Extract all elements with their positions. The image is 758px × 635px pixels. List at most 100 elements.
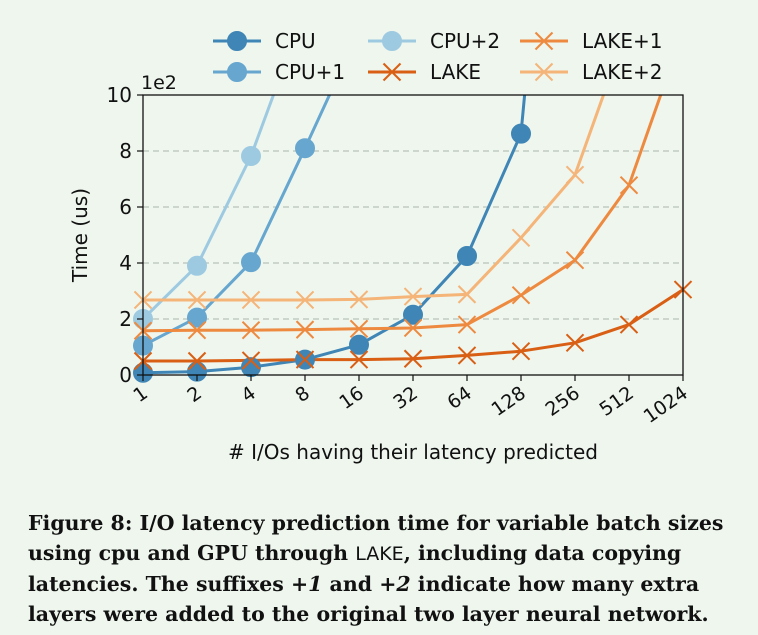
legend-marker bbox=[534, 31, 554, 51]
x-tick-label: 2 bbox=[183, 382, 206, 407]
x-marker-stroke bbox=[241, 351, 261, 370]
data-point-lake bbox=[241, 351, 261, 370]
legend: CPU CPU+1 CPU+2 LAKE LAKE+1 LAKE+2 bbox=[213, 29, 663, 84]
x-marker-stroke bbox=[534, 31, 554, 51]
x-marker-stroke bbox=[187, 320, 207, 340]
data-point-lakeplus1 bbox=[619, 175, 639, 195]
y-tick-label: 0 bbox=[119, 363, 132, 387]
data-point-lake bbox=[565, 333, 585, 353]
caption-lake: LAKE bbox=[355, 543, 404, 565]
x-marker-stroke bbox=[619, 315, 639, 334]
legend-item-cpuplus1: CPU+1 bbox=[213, 60, 345, 84]
x-axis-label: # I/Os having their latency predicted bbox=[228, 440, 598, 464]
data-point-cpuplus1 bbox=[241, 252, 261, 273]
figure-caption: Figure 8: I/O latency prediction time fo… bbox=[28, 508, 740, 629]
caption-text-2: , including data copying latencies. The … bbox=[28, 541, 682, 596]
data-point-lake bbox=[295, 350, 315, 369]
caption-text-and: and bbox=[322, 572, 380, 596]
data-point-lakeplus2 bbox=[403, 287, 423, 306]
x-marker-stroke bbox=[619, 175, 639, 195]
legend-label: CPU+2 bbox=[430, 29, 500, 53]
legend-label: CPU bbox=[275, 29, 316, 53]
y-tick-label: 2 bbox=[119, 307, 132, 331]
legend-marker bbox=[534, 62, 554, 82]
data-point-lake bbox=[457, 346, 477, 365]
series-line-cpuplus2 bbox=[143, 95, 276, 321]
y-tick-label: 6 bbox=[119, 195, 132, 219]
x-marker-stroke bbox=[565, 250, 585, 270]
y-axis-ticks: 0 2 4 6 8 10 bbox=[107, 83, 143, 387]
legend-item-lakeplus2: LAKE+2 bbox=[520, 60, 663, 84]
x-marker-stroke bbox=[511, 341, 531, 361]
y-tick-label: 8 bbox=[119, 139, 132, 163]
x-marker-stroke bbox=[403, 318, 423, 338]
x-marker-stroke bbox=[511, 285, 531, 305]
x-marker-stroke bbox=[187, 351, 207, 371]
data-point-lake bbox=[349, 350, 369, 369]
data-point-lakeplus2 bbox=[511, 228, 531, 248]
data-point-lakeplus2 bbox=[457, 285, 477, 304]
legend-label: LAKE+1 bbox=[582, 29, 663, 53]
data-point-lakeplus1 bbox=[457, 315, 477, 334]
legend-item-cpuplus2: CPU+2 bbox=[368, 29, 500, 53]
x-axis-ticks: 1 2 4 8 16 32 64 128 256 512 1024 bbox=[129, 375, 692, 428]
data-point-lakeplus2 bbox=[241, 290, 261, 310]
data-point-lakeplus1 bbox=[565, 250, 585, 270]
x-marker-stroke bbox=[565, 165, 585, 185]
series-markers bbox=[133, 123, 693, 383]
x-marker-stroke bbox=[457, 346, 477, 365]
data-point-lakeplus2 bbox=[187, 290, 207, 310]
legend-label: CPU+1 bbox=[275, 60, 345, 84]
x-marker-stroke bbox=[241, 320, 261, 340]
y-tick-label: 10 bbox=[107, 83, 132, 107]
x-tick-label: 4 bbox=[237, 382, 260, 407]
x-marker-stroke bbox=[349, 319, 369, 339]
data-point-lakeplus2 bbox=[349, 290, 369, 309]
x-marker-stroke bbox=[187, 290, 207, 310]
data-point-lakeplus2 bbox=[295, 290, 315, 310]
legend-marker bbox=[382, 62, 402, 82]
data-point-cpuplus2 bbox=[241, 146, 261, 167]
x-marker-stroke bbox=[457, 315, 477, 334]
data-point-cpuplus1 bbox=[187, 307, 207, 328]
legend-label: LAKE+2 bbox=[582, 60, 663, 84]
data-point-lakeplus1 bbox=[187, 320, 207, 340]
x-marker-stroke bbox=[295, 320, 315, 339]
legend-item-lakeplus1: LAKE+1 bbox=[520, 29, 663, 53]
y-multiplier-label: 1e2 bbox=[141, 72, 177, 94]
x-tick-label: 128 bbox=[488, 382, 530, 421]
x-tick-label: 1024 bbox=[640, 382, 692, 428]
data-point-lakeplus2 bbox=[565, 165, 585, 185]
data-point-lakeplus1 bbox=[403, 318, 423, 338]
x-marker-stroke bbox=[565, 333, 585, 353]
x-marker-stroke bbox=[295, 290, 315, 310]
caption-plus2: +2 bbox=[379, 572, 411, 596]
legend-label: LAKE bbox=[430, 60, 481, 84]
x-marker-stroke bbox=[403, 349, 423, 368]
data-point-lake bbox=[619, 315, 639, 334]
legend-marker bbox=[227, 31, 247, 51]
caption-text-3: indicate how many extra layers were adde… bbox=[28, 572, 709, 626]
data-point-lakeplus1 bbox=[511, 285, 531, 305]
data-point-lakeplus1 bbox=[295, 320, 315, 339]
x-marker-stroke bbox=[511, 228, 531, 248]
data-point-lakeplus1 bbox=[241, 320, 261, 340]
data-point-lake bbox=[511, 341, 531, 361]
x-tick-label: 8 bbox=[291, 382, 314, 407]
data-point-lake bbox=[187, 351, 207, 371]
caption-text-1: Figure 8: I/O latency prediction time fo… bbox=[28, 511, 724, 565]
x-tick-label: 512 bbox=[596, 382, 638, 421]
data-point-cpu bbox=[349, 334, 369, 355]
data-point-lakeplus1 bbox=[349, 319, 369, 339]
x-marker-stroke bbox=[349, 290, 369, 309]
legend-marker bbox=[382, 31, 402, 51]
x-marker-stroke bbox=[457, 285, 477, 304]
data-point-cpu bbox=[511, 123, 531, 144]
legend-item-lake: LAKE bbox=[368, 60, 481, 84]
x-marker-stroke bbox=[295, 350, 315, 369]
x-tick-label: 1 bbox=[129, 382, 152, 407]
x-marker-stroke bbox=[382, 62, 402, 82]
legend-item-cpu: CPU bbox=[213, 29, 316, 53]
data-point-cpuplus2 bbox=[187, 255, 207, 276]
